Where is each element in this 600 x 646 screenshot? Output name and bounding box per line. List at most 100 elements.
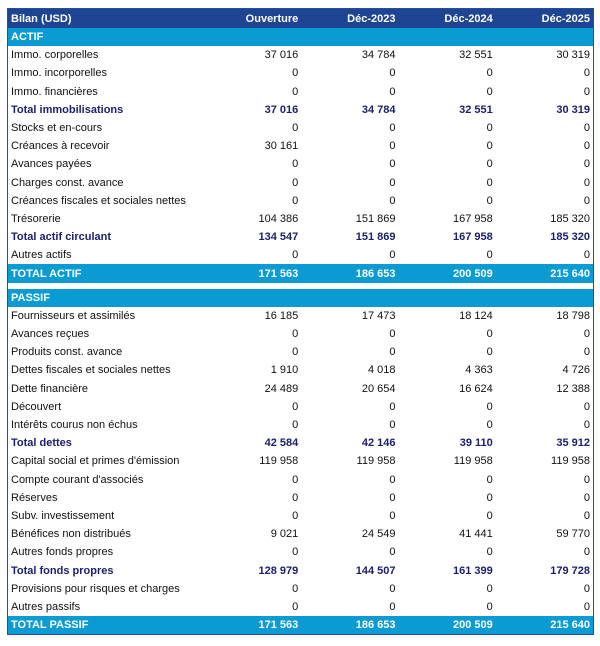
cell-value: 0 — [486, 67, 493, 80]
cell-value: 200 509 — [398, 264, 496, 283]
cell-value: 0 — [583, 158, 590, 171]
cell-value: 215 640 — [495, 616, 593, 635]
row-label: Dettes fiscales et sociales nettes — [11, 364, 171, 377]
cell-value: 9 021 — [270, 528, 299, 541]
cell-value: 0 — [389, 473, 396, 486]
cell-value: 32 551 — [459, 49, 493, 62]
cell-value: 4 726 — [562, 364, 590, 377]
cell-value: 32 551 — [459, 103, 493, 116]
cell-value: 0 — [486, 176, 493, 189]
cell-value: 0 — [486, 85, 493, 98]
row-label: Trésorerie — [11, 212, 61, 225]
row-label: Total actif circulant — [11, 231, 112, 244]
row-label: Stocks et en-cours — [11, 122, 103, 135]
cell-value: 0 — [292, 194, 299, 207]
cell-value: 34 784 — [361, 103, 396, 116]
cell-value: 0 — [583, 491, 590, 504]
cell-value: 151 869 — [355, 231, 396, 244]
cell-value: 0 — [583, 346, 590, 359]
cell-value: 0 — [389, 346, 396, 359]
cell-value: 18 798 — [556, 309, 590, 322]
cell-value: 0 — [486, 122, 493, 135]
table-row: Provisions pour risques et charges 0 0 0 0 — [8, 580, 593, 598]
row-label: Intérêts courus non échus — [11, 419, 138, 432]
cell-value: 0 — [486, 546, 493, 559]
cell-value: 0 — [583, 176, 590, 189]
cell-value: 0 — [583, 122, 590, 135]
cell-value: 0 — [583, 249, 590, 262]
cell-value: 0 — [583, 473, 590, 486]
cell-value: 20 654 — [361, 382, 396, 395]
row-label: Avances reçues — [11, 328, 90, 341]
cell-value: 0 — [292, 176, 299, 189]
table-row: Immo. financières 0 0 0 0 — [8, 83, 593, 101]
cell-value: 119 958 — [551, 455, 590, 468]
cell-value: 0 — [486, 400, 493, 413]
cell-value: 17 473 — [361, 309, 396, 322]
cell-value: 161 399 — [452, 564, 493, 577]
table-row: Créances fiscales et sociales nettes 0 0 0 0 — [8, 192, 593, 210]
cell-value: 151 869 — [355, 212, 396, 225]
table-row: Dette financière 24 489 20 654 16 624 12 388 — [8, 380, 593, 398]
cell-value: 0 — [583, 194, 590, 207]
cell-value: 0 — [486, 491, 493, 504]
cell-value: 119 958 — [453, 455, 493, 468]
cell-value: 0 — [486, 140, 493, 153]
cell-value: 39 110 — [459, 437, 493, 450]
total-row: TOTAL ACTIF 171 563 186 653 200 509 215 640 — [8, 264, 593, 283]
table-row: Immo. incorporelles 0 0 0 0 — [8, 64, 593, 82]
cell-value: 0 — [389, 582, 396, 595]
column-header: Déc-2024 — [398, 9, 496, 28]
total-row: Total actif circulant 134 547 151 869 167 9… — [8, 228, 593, 246]
row-label: Immo. corporelles — [11, 49, 99, 62]
cell-value: 0 — [486, 194, 493, 207]
row-label: Total fonds propres — [11, 564, 114, 577]
cell-value: 186 653 — [301, 264, 399, 283]
row-label: Bénéfices non distribués — [11, 528, 131, 541]
section-header: PASSIF — [8, 288, 593, 307]
table-row: Fournisseurs et assimilés 16 185 17 473 18 … — [8, 307, 593, 325]
cell-value: 0 — [486, 600, 493, 613]
cell-value: 186 653 — [301, 616, 399, 635]
cell-value: 0 — [389, 140, 396, 153]
cell-value: 24 489 — [264, 382, 299, 395]
cell-value: 37 016 — [264, 49, 299, 62]
cell-value: 0 — [292, 400, 299, 413]
table-row: Créances à recevoir 30 161 0 0 0 — [8, 137, 593, 155]
cell-value: 179 728 — [550, 564, 590, 577]
table-row: Trésorerie 104 386 151 869 167 958 185 320 — [8, 210, 593, 228]
row-label: Charges const. avance — [11, 176, 124, 189]
cell-value: 4 363 — [465, 364, 493, 377]
cell-value: 0 — [292, 509, 299, 522]
cell-value: 30 161 — [264, 140, 299, 153]
cell-value: 0 — [389, 419, 396, 432]
cell-value: 0 — [486, 509, 493, 522]
cell-value: 18 124 — [459, 309, 493, 322]
cell-value: 0 — [389, 176, 396, 189]
table-row: Compte courant d'associés 0 0 0 0 — [8, 471, 593, 489]
cell-value: 59 770 — [556, 528, 590, 541]
table-row: Capital social et primes d'émission 119 9… — [8, 452, 593, 470]
cell-value: 0 — [486, 582, 493, 595]
row-label: Autres actifs — [11, 249, 72, 262]
cell-value: 0 — [292, 582, 299, 595]
cell-value: 167 958 — [452, 231, 493, 244]
cell-value: 0 — [292, 491, 299, 504]
balance-sheet-table: Bilan (USD) Ouverture Déc-2023 Déc-2024 … — [8, 9, 593, 635]
cell-value: 119 958 — [259, 455, 299, 468]
cell-value: 0 — [583, 67, 590, 80]
cell-value: 0 — [389, 546, 396, 559]
cell-value: 0 — [583, 509, 590, 522]
cell-value: 0 — [389, 249, 396, 262]
cell-value: 0 — [389, 158, 396, 171]
cell-value: 41 441 — [459, 528, 493, 541]
cell-value: 0 — [583, 600, 590, 613]
cell-value: 0 — [486, 419, 493, 432]
cell-value: 0 — [583, 400, 590, 413]
cell-value: 171 563 — [204, 264, 302, 283]
cell-value: 215 640 — [495, 264, 593, 283]
row-label: Capital social et primes d'émission — [11, 455, 180, 468]
cell-value: 12 388 — [556, 382, 590, 395]
row-label: Total immobilisations — [11, 103, 124, 116]
cell-value: 0 — [583, 419, 590, 432]
